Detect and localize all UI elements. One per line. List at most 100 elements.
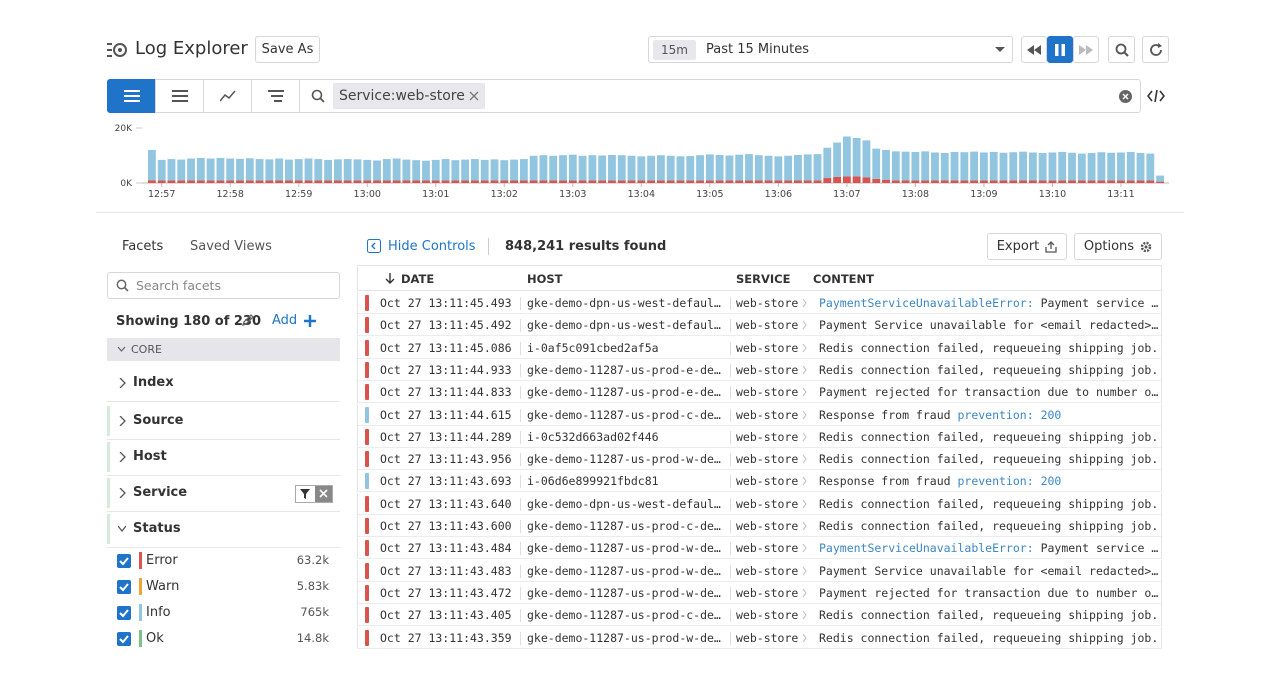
hide-controls[interactable]: Hide Controls [388, 239, 476, 254]
checkbox[interactable] [117, 606, 131, 620]
facet-item[interactable]: Status [107, 512, 340, 548]
histogram-bar [705, 180, 714, 183]
timeseries-view-button[interactable] [203, 79, 252, 113]
histogram-bar [882, 179, 890, 183]
checkbox[interactable] [117, 632, 131, 646]
toplist-view-button[interactable] [251, 79, 300, 113]
time-picker[interactable]: 15m Past 15 Minutes [648, 36, 1013, 63]
histogram-bar [637, 180, 646, 183]
code-icon[interactable] [1147, 89, 1165, 103]
level-bar [365, 384, 369, 401]
histogram-bar [872, 148, 881, 179]
log-row[interactable]: Oct 27 13:11:43.359 gke-demo-11287-us-pro… [357, 626, 1162, 649]
edit-icon[interactable] [242, 314, 254, 326]
chevron [802, 455, 807, 464]
facet-item[interactable]: Source [107, 404, 340, 440]
histogram-bar [157, 180, 166, 183]
histogram-bar [206, 158, 215, 181]
x-tick-label: 13:07 [833, 189, 860, 200]
options-button[interactable]: Options [1074, 233, 1162, 260]
add-facet[interactable]: Add [272, 313, 298, 328]
log-host: gke-demo-dpn-us-west-defaul… [527, 496, 721, 511]
log-row[interactable]: Oct 27 13:11:43.472 gke-demo-11287-us-pro… [357, 581, 1162, 604]
log-service: web-store [736, 452, 799, 467]
histogram-bar [1077, 153, 1086, 181]
zoom-button[interactable] [1108, 36, 1135, 63]
log-row[interactable]: Oct 27 13:11:45.086 i-0af5c091cbed2af5a we… [357, 336, 1162, 359]
histogram-bar [1087, 153, 1096, 181]
save-as-button[interactable]: Save As [255, 36, 320, 63]
log-row[interactable]: Oct 27 13:11:43.484 gke-demo-11287-us-pro… [357, 537, 1162, 560]
x-tick-label: 12:58 [217, 189, 244, 200]
log-row[interactable]: Oct 27 13:11:44.615 gke-demo-11287-us-pro… [357, 403, 1162, 426]
status-color [139, 630, 142, 647]
add-icon[interactable] [304, 315, 316, 327]
chevron-path [802, 633, 807, 642]
log-row[interactable]: Oct 27 13:11:45.493 gke-demo-dpn-us-west-… [357, 292, 1162, 314]
log-content: PaymentServiceUnavailableError: Payment … [819, 541, 1158, 555]
cell-separator [730, 341, 731, 355]
saved-views-tab[interactable]: Saved Views [190, 239, 272, 254]
log-content: Redis connection failed, requeueing ship… [819, 363, 1158, 377]
forward-button[interactable] [1073, 36, 1099, 63]
toplist-icon [267, 90, 284, 102]
facet-search[interactable]: Search facets [107, 272, 340, 299]
histogram-bar [382, 180, 391, 183]
histogram-bar [784, 180, 793, 183]
cell-separator [520, 542, 521, 556]
pause-button[interactable] [1047, 36, 1073, 63]
log-row[interactable]: Oct 27 13:11:44.289 i-0c532d663ad02f446 we… [357, 425, 1162, 448]
histogram-bar [177, 180, 186, 183]
histogram-bar [480, 159, 489, 181]
histogram-bar [147, 150, 156, 181]
log-content: Redis connection failed, requeueing ship… [819, 608, 1158, 622]
column-header[interactable]: DATE [401, 272, 435, 286]
facets-tab[interactable]: Facets [122, 239, 164, 254]
histogram-bar [539, 180, 548, 183]
export-button[interactable]: Export [987, 233, 1067, 260]
search-tag[interactable]: Service:web-store [333, 83, 485, 109]
log-row[interactable]: Oct 27 13:11:43.600 gke-demo-11287-us-pro… [357, 515, 1162, 537]
search-box[interactable]: Service:web-store [299, 79, 1141, 113]
facet-label: Status [133, 521, 181, 536]
histogram-bar [901, 151, 910, 181]
rewind-button[interactable] [1021, 36, 1047, 63]
log-row[interactable]: Oct 27 13:11:43.483 gke-demo-11287-us-pro… [357, 559, 1162, 582]
facet-filter-icons[interactable] [295, 485, 333, 503]
checkbox[interactable] [117, 554, 131, 568]
x-tick-label: 13:06 [765, 189, 792, 200]
log-row[interactable]: Oct 27 13:11:43.693 i-06d6e899921fbdc81 we… [357, 470, 1162, 493]
refresh-button[interactable] [1142, 36, 1169, 63]
histogram-bar [285, 180, 293, 183]
x-tick-label: 13:02 [491, 189, 518, 200]
list-view-button[interactable] [107, 79, 156, 113]
tag-remove-icon[interactable] [469, 91, 479, 101]
histogram-bar [911, 151, 920, 181]
histogram-bar [451, 160, 460, 181]
cell-separator [520, 564, 521, 578]
hide-controls-icon[interactable] [367, 239, 381, 253]
log-row[interactable]: Oct 27 13:11:43.405 gke-demo-11287-us-pro… [357, 604, 1162, 627]
facet-item[interactable]: Host [107, 440, 340, 476]
clear-icon[interactable] [1119, 90, 1132, 103]
log-date: Oct 27 13:11:43.359 [380, 630, 512, 645]
sort-icon[interactable] [385, 273, 395, 284]
log-row[interactable]: Oct 27 13:11:43.640 gke-demo-dpn-us-west-… [357, 492, 1162, 515]
histogram-bar [774, 156, 783, 181]
facet-item[interactable]: Index [107, 366, 340, 402]
log-row[interactable]: Oct 27 13:11:45.492 gke-demo-dpn-us-west-… [357, 314, 1162, 337]
histogram-bar [363, 180, 372, 183]
log-row[interactable]: Oct 27 13:11:43.956 gke-demo-11287-us-pro… [357, 448, 1162, 471]
log-row[interactable]: Oct 27 13:11:44.833 gke-demo-11287-us-pro… [357, 381, 1162, 404]
column-header[interactable]: HOST [527, 272, 563, 286]
facet-item[interactable]: Service [107, 476, 340, 512]
checkbox[interactable] [117, 580, 131, 594]
facet-group[interactable]: CORE [107, 338, 340, 361]
log-service: web-store [736, 563, 799, 578]
histogram-bar [402, 180, 411, 183]
log-row[interactable]: Oct 27 13:11:44.933 gke-demo-11287-us-pro… [357, 358, 1162, 381]
pattern-view-button[interactable] [155, 79, 204, 113]
column-header[interactable]: CONTENT [813, 272, 875, 286]
histogram-bar [559, 155, 567, 181]
column-header[interactable]: SERVICE [736, 272, 791, 286]
